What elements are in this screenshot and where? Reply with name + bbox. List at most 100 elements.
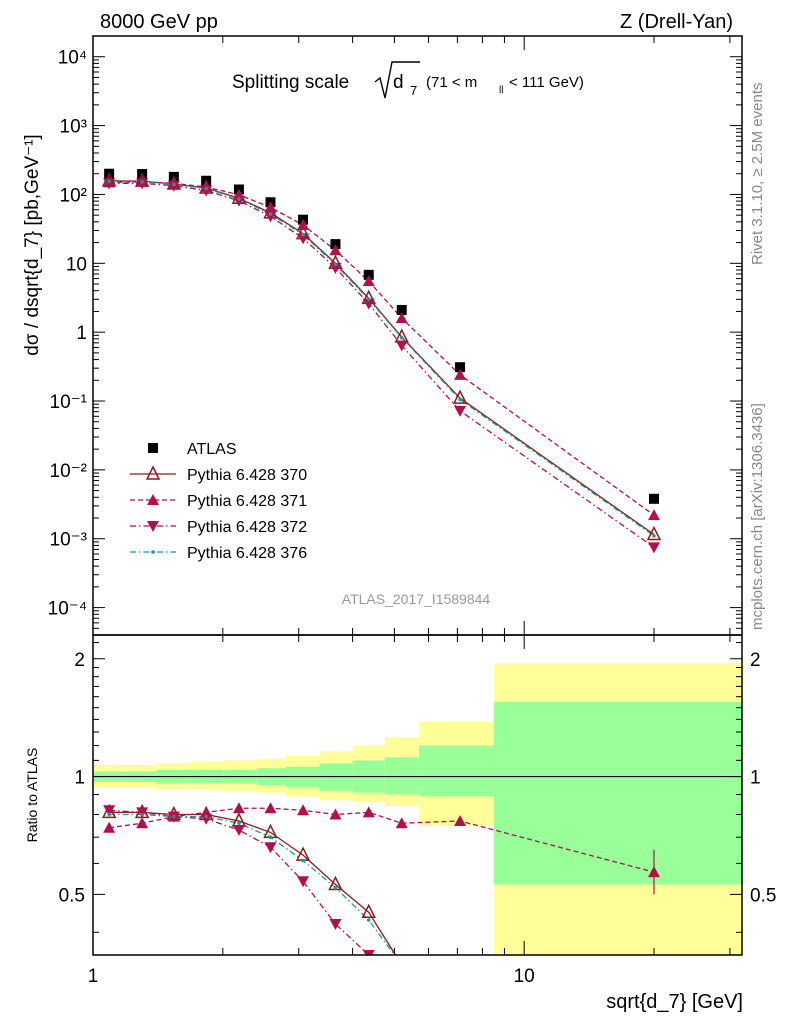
ratio-line-4 xyxy=(109,813,396,955)
inner-band xyxy=(418,745,494,797)
chart-title-subscript: 7 xyxy=(410,83,417,98)
sqrt-symbol xyxy=(374,61,420,99)
marker-square xyxy=(396,304,407,315)
marker-dot xyxy=(151,550,155,554)
chart-title-symbol: d xyxy=(393,72,404,93)
x-tick-label: 10 xyxy=(514,966,535,987)
marker-triangle-up xyxy=(395,817,408,829)
marker-square xyxy=(148,443,158,453)
main-y-tick-label: 10² xyxy=(60,185,87,206)
axes: 10⁴ 10³ 10² 10 1 10⁻¹ 10⁻² 10⁻³ 10⁻⁴ 0.5 0.5 1 1 2 2 1 1… xyxy=(48,35,776,987)
marker-dot xyxy=(268,212,273,216)
marker-dot xyxy=(399,335,404,340)
marker-triangle-down xyxy=(297,876,310,888)
marker-triangle-down xyxy=(454,405,467,417)
ratio-y-axis-label: Ratio to ATLAS xyxy=(24,748,40,843)
marker-triangle-up xyxy=(329,244,342,256)
ylabel-text: dσ / dsqrt{d_7} [pb,GeV⁻¹] xyxy=(22,134,43,355)
marker-triangle-down xyxy=(167,180,180,192)
marker-triangle-up xyxy=(454,814,467,826)
legend-label: ATLAS xyxy=(187,441,237,458)
marker-triangle-down xyxy=(136,178,149,190)
marker-dot xyxy=(237,821,241,826)
marker-triangle-up xyxy=(329,808,342,820)
process-label: Z (Drell-Yan) xyxy=(620,11,733,33)
x-axis-label: sqrt{d_7} [GeV] xyxy=(606,991,743,1013)
marker-triangle-down xyxy=(329,262,342,274)
marker-triangle-down xyxy=(329,919,342,931)
ratio-y-tick-label-right: 2 xyxy=(750,650,761,671)
series-line-4 xyxy=(109,180,655,537)
marker-triangle-up xyxy=(362,806,375,818)
legend-label: Pythia 6.428 370 xyxy=(187,467,307,484)
marker-triangle-down xyxy=(264,842,277,854)
marker-triangle-down xyxy=(362,950,375,955)
marker-dot xyxy=(400,963,404,967)
marker-dot xyxy=(301,232,305,237)
marker-triangle-down xyxy=(103,178,116,190)
marker-dot xyxy=(652,534,656,538)
ratio-y-tick-label-right: 0.5 xyxy=(750,885,776,906)
legend-label: Pythia 6.428 376 xyxy=(187,545,307,562)
marker-triangle-open xyxy=(101,803,117,819)
chart-title: Splitting scale xyxy=(232,72,349,93)
analysis-label: ATLAS_2017_I1589844 xyxy=(342,591,491,607)
marker-triangle-down xyxy=(647,542,660,554)
marker-triangle-up xyxy=(147,494,159,505)
inner-band xyxy=(493,702,742,885)
marker-dot xyxy=(107,812,111,817)
marker-dot xyxy=(366,918,371,922)
marker-triangle-open xyxy=(396,958,408,970)
legend: ATLAS Pythia 6.428 370 Pythia 6.428 371 Pyt… xyxy=(130,441,307,562)
marker-triangle-down xyxy=(200,813,213,825)
marker-dot xyxy=(140,812,144,817)
marker-dot xyxy=(204,186,208,191)
marker-square xyxy=(648,493,659,504)
ratio-y-tick-label: 1 xyxy=(74,768,85,789)
marker-triangle-down xyxy=(395,340,408,352)
marker-dot xyxy=(366,297,371,302)
chart-title-main: Splitting scale xyxy=(232,72,349,93)
marker-triangle-up xyxy=(297,218,310,230)
ratio-y-tick-label-right: 1 xyxy=(750,768,761,789)
chart-title-cut-end: < 111 GeV) xyxy=(509,74,584,91)
x-tick-label: 1 xyxy=(88,966,99,987)
marker-triangle-up xyxy=(264,201,277,213)
ratio-line-3 xyxy=(109,809,370,955)
marker-triangle-up xyxy=(454,368,467,380)
marker-triangle-up xyxy=(103,821,116,833)
marker-triangle-up xyxy=(136,817,149,829)
marker-triangle-up xyxy=(647,509,660,521)
main-y-tick-label: 10⁴ xyxy=(58,48,87,69)
marker-triangle-down xyxy=(232,195,245,207)
main-y-tick-label: 1 xyxy=(76,323,87,344)
mcplots-label: mcplots.cern.ch [arXiv:1306.3436] xyxy=(749,403,766,630)
main-y-tick-label: 10⁻³ xyxy=(50,530,88,551)
chart-title-cut: (71 < m xyxy=(426,74,477,91)
marker-triangle-open xyxy=(646,525,662,541)
marker-triangle-down xyxy=(362,298,375,310)
ratio-y-tick-label: 2 xyxy=(74,650,85,671)
main-y-tick-label: 10 xyxy=(66,254,87,275)
marker-triangle-up xyxy=(395,312,408,324)
marker-dot xyxy=(237,197,241,201)
marker-triangle-down xyxy=(103,805,116,817)
legend-label: Pythia 6.428 371 xyxy=(187,493,307,510)
main-y-tick-label: 10⁻⁴ xyxy=(48,599,87,620)
marker-triangle-down xyxy=(147,521,159,532)
marker-triangle-down xyxy=(264,211,277,223)
marker-triangle-open xyxy=(361,903,376,919)
marker-dot xyxy=(107,179,111,184)
marker-triangle-down xyxy=(200,185,213,197)
ratio-y-tick-label: 0.5 xyxy=(59,885,85,906)
marker-dot xyxy=(140,179,144,184)
ratio-frame xyxy=(92,634,743,956)
series-line-3 xyxy=(109,182,655,548)
legend-label: Pythia 6.428 372 xyxy=(187,519,307,536)
marker-triangle-up xyxy=(264,802,277,814)
marker-dot xyxy=(204,814,208,819)
marker-square xyxy=(363,269,374,280)
marker-dot xyxy=(268,835,273,839)
marker-dot xyxy=(333,885,338,890)
marker-triangle-down xyxy=(297,233,310,245)
